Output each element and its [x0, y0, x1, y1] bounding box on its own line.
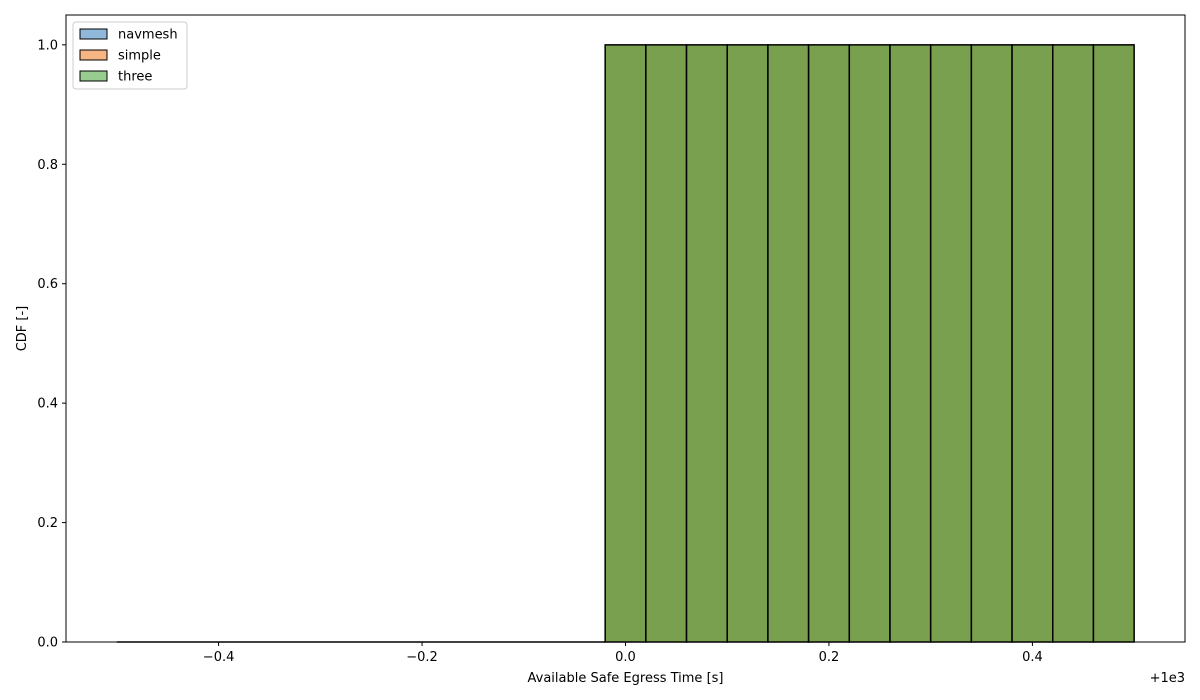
legend-swatch [79, 28, 108, 40]
histogram-bar [1011, 44, 1054, 643]
bars-layer [116, 44, 1135, 643]
histogram-bar [1092, 44, 1135, 643]
legend: navmesh simple three [72, 21, 188, 90]
histogram-bar [1052, 44, 1095, 643]
histogram-bar [726, 44, 769, 643]
x-tick-label: 0.2 [819, 650, 840, 665]
x-axis-ticks: −0.4 −0.2 0.0 0.2 0.4 [203, 642, 1043, 665]
histogram-bar [970, 44, 1013, 643]
y-tick-label: 1.0 [37, 38, 58, 53]
histogram-bar [767, 44, 810, 643]
x-axis-label: Available Safe Egress Time [s] [528, 671, 724, 686]
legend-label: three [118, 70, 152, 85]
legend-swatch [79, 70, 108, 82]
histogram-bar [685, 44, 728, 643]
y-tick-label: 0.2 [37, 516, 58, 531]
legend-label: navmesh [118, 28, 178, 43]
histogram-bar [929, 44, 973, 643]
y-tick-label: 0.6 [37, 277, 58, 292]
legend-label: simple [118, 49, 161, 64]
x-tick-label: −0.2 [406, 650, 438, 665]
y-tick-label: 0.0 [37, 636, 58, 651]
x-axis-offset-text: +1e3 [1150, 671, 1185, 686]
y-axis-ticks: 0.0 0.2 0.4 0.6 0.8 1.0 [37, 38, 66, 651]
histogram-bar [645, 44, 688, 643]
histogram-bar [848, 44, 891, 643]
y-axis-label: CDF [-] [15, 306, 30, 352]
histogram-bar [604, 44, 647, 643]
legend-swatch [79, 49, 108, 61]
x-tick-label: 0.4 [1022, 650, 1043, 665]
histogram-bar [889, 44, 932, 643]
x-tick-label: −0.4 [203, 650, 235, 665]
y-tick-label: 0.8 [37, 158, 58, 173]
y-tick-label: 0.4 [37, 397, 58, 412]
histogram-bar [807, 44, 851, 643]
x-tick-label: 0.0 [615, 650, 636, 665]
